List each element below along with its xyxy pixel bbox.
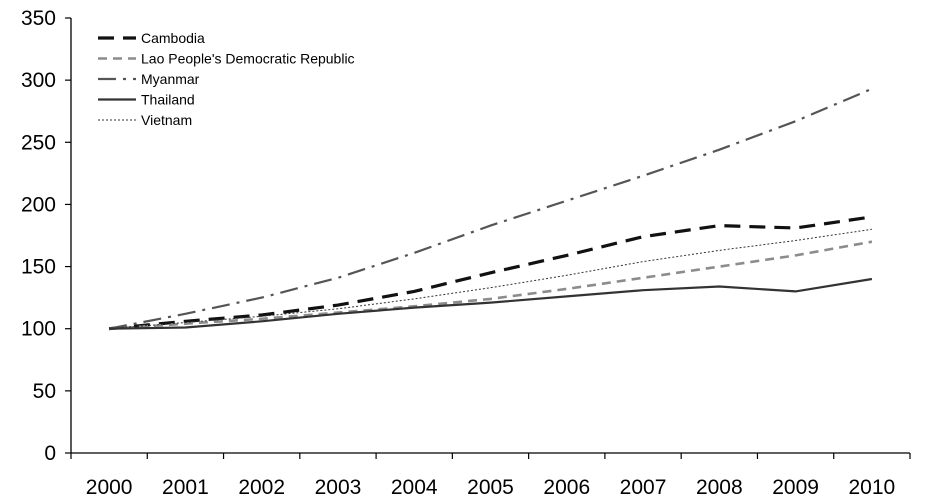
- chart-legend: Cambodia Lao People's Democratic Republic…: [98, 30, 355, 128]
- x-tick-label: 2007: [620, 476, 667, 499]
- series-line-myanmar: [108, 87, 873, 330]
- x-tick-label: 2001: [162, 476, 209, 499]
- legend-label: Lao People's Democratic Republic: [141, 51, 355, 67]
- y-tick-label: 0: [44, 442, 56, 465]
- x-tick-label: 2003: [315, 476, 362, 499]
- x-tick-label: 2010: [849, 476, 896, 499]
- x-tick-label: 2004: [391, 476, 438, 499]
- y-tick-label: 200: [21, 193, 56, 216]
- y-tick-label: 150: [21, 256, 56, 279]
- legend-label: Cambodia: [141, 30, 205, 46]
- x-tick-label: 2000: [86, 476, 133, 499]
- legend-label: Vietnam: [141, 112, 192, 128]
- x-tick-label: 2002: [238, 476, 285, 499]
- y-tick-label: 100: [21, 318, 56, 341]
- series-line-cambodia: [108, 215, 873, 331]
- x-tick-label: 2009: [772, 476, 819, 499]
- legend-label: Thailand: [141, 92, 195, 108]
- y-tick-label: 250: [21, 131, 56, 154]
- chart-axes: 0 50 100 150 200 250 300 350 2000 2001 2002 2003 200…: [21, 7, 911, 499]
- series-line-thailand: [109, 277, 873, 330]
- y-tick-label: 300: [21, 69, 56, 92]
- series-line-lao-people-s-democratic-republic: [109, 240, 873, 330]
- x-tick-label: 2008: [696, 476, 743, 499]
- x-tick-label: 2005: [467, 476, 514, 499]
- series-line-vietnam: [109, 228, 872, 330]
- chart-series-lines: [108, 87, 873, 331]
- x-tick-label: 2006: [543, 476, 590, 499]
- y-tick-label: 50: [33, 380, 56, 403]
- legend-label: Myanmar: [141, 71, 200, 87]
- y-tick-label: 350: [21, 7, 56, 30]
